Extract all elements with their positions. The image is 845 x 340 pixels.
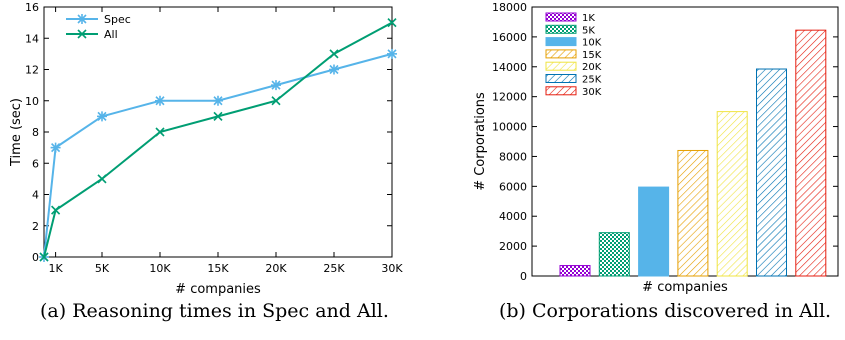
x-tick-label-a: 15K [207,262,229,275]
y-tick-label-b: 6000 [499,180,527,193]
y-tick-label-a: 10 [25,95,39,108]
y-tick-label-a: 0 [32,251,39,264]
plot-frame-a [43,6,393,258]
legend-swatch-5k [545,24,577,34]
x-tick-label-a: 30K [381,262,403,275]
data-point-all [387,18,397,28]
y-tick-label-a: 8 [32,126,39,139]
legend-swatch-1k [545,12,577,22]
bar-1k [559,265,591,277]
data-point-spec [50,142,61,153]
legend-label-25k: 25K [582,75,602,86]
data-point-all [271,96,281,106]
legend-label-10k: 10K [582,38,602,49]
y-tick-label-b: 8000 [499,150,527,163]
legend-swatch-15k [545,49,577,59]
y-tick-label-a: 6 [32,157,39,170]
y-tick-label-a: 2 [32,220,39,233]
data-point-spec [97,111,107,122]
caption-a: (a) Reasoning times in Spec and All. [40,300,389,322]
y-tick-label-a: 14 [25,32,39,45]
y-tick-label-b: 12000 [492,91,527,104]
x-tick-label-a: 25K [323,262,345,275]
data-point-spec [329,64,339,75]
legend-label-5k: 5K [582,25,595,36]
bar-15k [677,149,709,277]
y-tick-label-b: 16000 [492,31,527,44]
y-tick-label-b: 4000 [499,210,527,223]
y-tick-label-a: 16 [25,1,39,14]
line-chart-reasoning-times: 0 2 4 6 8 10 12 14 16 1K 5K 10K 15K 20K 25K 30K # compan… [9,1,403,297]
y-axis-label-b: # Corporations [473,92,488,191]
x-tick-label-a: 10K [149,262,171,275]
bar-5k [598,232,630,277]
bar-chart-corporations: 0 2000 4000 6000 8000 10000 12000 14000 16000 180… [473,1,839,295]
x-tick-label-a: 1K [48,262,63,275]
bar-25k [756,68,787,277]
y-axis-label-a: Time (sec) [9,98,24,167]
bar-20k [716,111,748,277]
y-tick-label-b: 2000 [499,240,527,253]
series-line-spec [43,52,393,258]
legend-label-all: All [104,28,118,41]
data-point-spec [387,48,397,59]
legend-marker-all [77,29,87,39]
data-point-spec [271,80,281,91]
legend-marker-spec [77,14,87,24]
legend-swatch-10k [545,37,577,47]
y-tick-label-b: 14000 [492,61,527,74]
legend-label-20k: 20K [582,62,602,73]
legend-label-15k: 15K [582,50,602,61]
bar-30k [795,29,827,277]
data-point-all [155,127,165,137]
y-tick-label-a: 4 [32,189,39,202]
data-point-all [97,174,107,184]
legend-swatch-25k [545,74,577,83]
legend-swatch-20k [545,61,577,71]
y-tick-label-a: 12 [25,64,39,77]
data-point-spec [155,95,165,106]
data-point-spec [213,95,223,106]
data-point-all [213,111,223,121]
legend-label-30k: 30K [582,87,602,98]
y-tick-label-b: 0 [520,270,527,283]
bar-10k [638,186,670,277]
legend-label-1k: 1K [582,13,595,24]
legend-label-spec: Spec [104,13,131,26]
x-axis-label-a: # companies [175,282,261,297]
y-tick-label-b: 18000 [492,1,527,14]
x-tick-label-a: 5K [95,262,110,275]
y-tick-label-b: 10000 [492,121,527,134]
data-point-all [51,205,61,215]
data-point-all [329,49,339,59]
data-point-all [39,252,49,262]
x-tick-label-a: 20K [265,262,287,275]
series-line-all [43,21,393,258]
caption-b: (b) Corporations discovered in All. [498,300,832,322]
legend-swatch-30k [545,86,577,96]
x-axis-label-b: # companies [642,280,728,295]
